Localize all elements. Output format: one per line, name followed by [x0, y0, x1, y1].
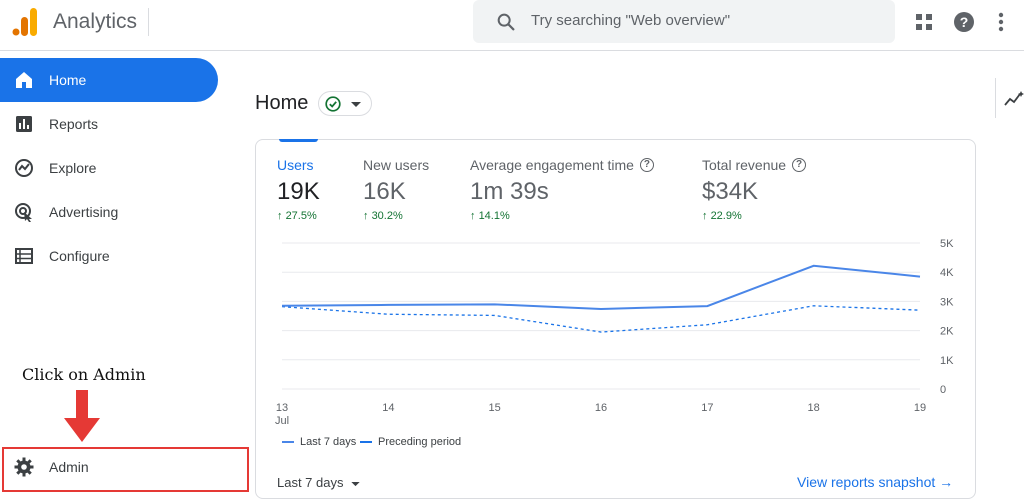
nav-item-reports[interactable]: Reports [0, 102, 218, 146]
x-tick-label: 16 [595, 402, 607, 414]
explore-icon [15, 159, 33, 177]
x-tick-label: 17 [701, 402, 713, 414]
date-range-label: Last 7 days [277, 475, 344, 490]
metric-label-row: Average engagement time? [470, 157, 654, 173]
home-icon [16, 72, 32, 88]
view-reports-snapshot-link[interactable]: View reports snapshot → [797, 474, 953, 490]
legend-current: Last 7 days [282, 436, 356, 448]
help-icon[interactable]: ? [952, 10, 976, 34]
arrow-right-icon: → [939, 474, 954, 490]
legend-label: Preceding period [378, 436, 462, 448]
metric-total-revenue[interactable]: Total revenue? $34K ↑ 22.9% [702, 157, 807, 222]
nav-item-label: Advertising [49, 204, 119, 220]
page-title: Home [255, 92, 309, 114]
nav-item-label: Explore [49, 160, 97, 176]
nav-item-admin[interactable]: Admin [0, 445, 230, 489]
x-tick-label: 15 [489, 402, 501, 414]
left-nav: Home Reports Explore Advertising Configu… [0, 51, 230, 493]
down-arrow-icon [64, 390, 100, 442]
y-tick-label: 1K [940, 355, 954, 367]
dropdown-arrow-icon [351, 102, 361, 107]
metric-label: Average engagement time [470, 157, 634, 173]
metric-label: New users [363, 157, 430, 173]
search-bar[interactable]: Try searching "Web overview" [473, 0, 895, 43]
metric-change: ↑ 14.1% [470, 210, 510, 222]
y-tick-label: 5K [940, 238, 954, 250]
gear-icon [14, 457, 34, 477]
overview-card [255, 139, 976, 499]
metric-value: 16K [363, 178, 406, 205]
x-axis-month-label: Jul [275, 415, 289, 427]
right-rail-divider [995, 78, 996, 118]
nav-item-configure[interactable]: Configure [0, 234, 218, 278]
more-vert-icon[interactable] [989, 10, 1013, 34]
title-divider [148, 8, 149, 36]
apps-grid-icon[interactable] [912, 10, 936, 34]
x-tick-label: 13 [276, 402, 288, 414]
series-line-last-7-days [281, 264, 921, 310]
nav-item-explore[interactable]: Explore [0, 146, 218, 190]
admin-label: Admin [49, 459, 89, 475]
nav-item-label: Configure [49, 248, 110, 264]
x-tick-label: 18 [808, 402, 820, 414]
legend-previous: Preceding period [360, 436, 461, 448]
search-icon [497, 13, 515, 31]
help-circle-icon[interactable]: ? [639, 158, 654, 172]
help-circle-icon[interactable]: ? [792, 158, 807, 172]
status-dropdown[interactable] [318, 91, 372, 116]
top-app-bar: Analytics Try searching "Web overview" ? [0, 0, 1024, 51]
legend-label: Last 7 days [300, 436, 357, 448]
search-input[interactable]: Try searching "Web overview" [531, 12, 731, 29]
dropdown-arrow-icon [351, 482, 360, 487]
x-tick-label: 19 [914, 402, 926, 414]
active-tab-indicator [279, 139, 318, 142]
insights-icon[interactable] [1004, 90, 1024, 108]
configure-list-icon [15, 248, 33, 264]
metric-label: Users [277, 157, 314, 173]
metric-change: ↑ 27.5% [277, 210, 317, 222]
metric-new-users[interactable]: New users 16K ↑ 30.2% [363, 157, 429, 222]
nav-item-label: Home [49, 72, 87, 88]
app-title: Analytics [53, 10, 138, 33]
metric-value: 19K [277, 178, 320, 205]
legend-swatch-dashed [360, 441, 372, 443]
y-tick-label: 0 [940, 384, 946, 396]
date-range-dropdown[interactable]: Last 7 days [277, 475, 360, 490]
analytics-logo-icon [12, 8, 37, 36]
legend-swatch-solid [282, 441, 294, 443]
metric-change: ↑ 22.9% [702, 210, 742, 222]
users-line-chart: 5K 4K 3K 2K 1K 0 13 14 15 16 17 18 19 Jul [275, 238, 954, 427]
snapshot-link-label: View reports snapshot [797, 474, 936, 490]
nav-item-advertising[interactable]: Advertising [0, 190, 218, 234]
metric-label: Total revenue [702, 157, 787, 173]
metric-change: ↑ 30.2% [363, 210, 403, 222]
nav-item-label: Reports [49, 116, 99, 132]
x-tick-label: 14 [382, 402, 394, 414]
check-circle-icon [325, 96, 341, 112]
bar-chart-icon [16, 116, 32, 132]
series-line-preceding-period [281, 305, 921, 333]
metric-value: $34K [702, 178, 759, 205]
y-tick-label: 4K [940, 267, 954, 279]
advertising-icon [15, 203, 32, 222]
svg-text:?: ? [960, 14, 969, 30]
y-tick-label: 2K [940, 326, 954, 338]
y-tick-label: 3K [940, 296, 954, 308]
metric-value: 1m 39s [470, 178, 549, 205]
nav-item-home[interactable]: Home [0, 58, 218, 102]
annotation-text: Click on Admin [22, 365, 146, 384]
metric-engagement-time[interactable]: Average engagement time? 1m 39s ↑ 14.1% [470, 157, 654, 222]
metric-users[interactable]: Users 19K ↑ 27.5% [277, 157, 320, 222]
metric-label-row: Total revenue? [702, 157, 807, 173]
admin-highlight-box [2, 447, 249, 492]
